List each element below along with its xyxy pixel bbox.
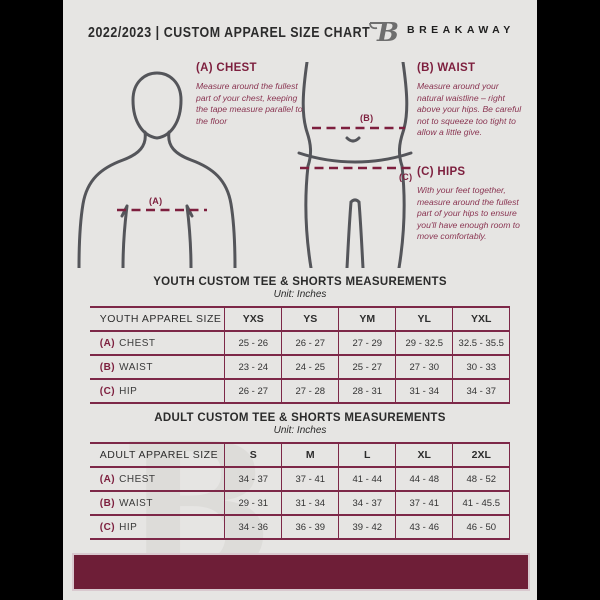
youth-table-title: YOUTH CUSTOM TEE & SHORTS MEASUREMENTS xyxy=(153,276,447,288)
value-cell: 27 - 30 xyxy=(395,354,453,380)
hips-instructions: (C) HIPS With your feet together, measur… xyxy=(417,166,529,243)
svg-text:B: B xyxy=(376,18,399,46)
adult-table-section: ADULT CUSTOM TEE & SHORTS MEASUREMENTS U… xyxy=(63,412,537,540)
adult-table-title: ADULT CUSTOM TEE & SHORTS MEASUREMENTS xyxy=(154,412,446,424)
size-table-label: ADULT APPAREL SIZE xyxy=(89,442,225,468)
youth-table-unit: Unit: Inches xyxy=(273,289,327,300)
value-cell: 34 - 36 xyxy=(224,514,282,540)
torso-figure xyxy=(77,71,237,268)
value-cell: 43 - 46 xyxy=(395,514,453,540)
size-col-header: M xyxy=(281,442,339,468)
waist-instructions: (B) WAIST Measure around your natural wa… xyxy=(417,62,525,139)
lower-body-figure xyxy=(297,62,413,268)
size-col-header: YXL xyxy=(452,306,511,332)
size-chart-document: 2022/2023 | CUSTOM APPAREL SIZE CHART B … xyxy=(63,0,537,600)
chest-line-label: (A) xyxy=(149,196,163,206)
waist-body: Measure around your natural waistline – … xyxy=(417,81,522,138)
value-cell: 29 - 31 xyxy=(224,490,282,516)
value-cell: 34 - 37 xyxy=(224,466,282,492)
breakaway-b-logo-icon: B xyxy=(369,18,399,46)
table-row: (A) CHEST 34 - 37 37 - 41 41 - 44 44 - 48… xyxy=(89,466,511,492)
row-label: (A) CHEST xyxy=(89,466,225,492)
size-col-header: L xyxy=(338,442,396,468)
value-cell: 36 - 39 xyxy=(281,514,339,540)
brand-wordmark: BREAKAWAY xyxy=(407,24,515,36)
size-col-header: XL xyxy=(395,442,453,468)
hips-body: With your feet together, measure around … xyxy=(417,185,520,242)
youth-table-section: YOUTH CUSTOM TEE & SHORTS MEASUREMENTS U… xyxy=(63,276,537,404)
waist-line-label: (B) xyxy=(360,113,374,123)
table-row: (A) CHEST 25 - 26 26 - 27 27 - 29 29 - 32… xyxy=(89,330,511,356)
adult-table-unit: Unit: Inches xyxy=(273,425,327,436)
row-label: (B) WAIST xyxy=(89,490,225,516)
size-col-header: YXS xyxy=(224,306,282,332)
value-cell: 26 - 27 xyxy=(281,330,339,356)
chest-heading: (A) CHEST xyxy=(196,62,257,74)
size-col-header: 2XL xyxy=(452,442,511,468)
value-cell: 29 - 32.5 xyxy=(395,330,453,356)
row-label: (A) CHEST xyxy=(89,330,225,356)
value-cell: 26 - 27 xyxy=(224,378,282,404)
chest-body: Measure around the fullest part of your … xyxy=(196,81,303,126)
size-col-header: S xyxy=(224,442,282,468)
value-cell: 23 - 24 xyxy=(224,354,282,380)
hips-line-label: (C) xyxy=(399,172,413,182)
value-cell: 30 - 33 xyxy=(452,354,511,380)
row-label: (C) HIP xyxy=(89,514,225,540)
value-cell: 31 - 34 xyxy=(281,490,339,516)
chest-instructions: (A) CHEST Measure around the fullest par… xyxy=(196,62,310,127)
size-col-header: YL xyxy=(395,306,453,332)
youth-size-table: YOUTH APPAREL SIZE YXS YS YM YL YXL (A) C… xyxy=(89,306,511,404)
value-cell: 46 - 50 xyxy=(452,514,511,540)
size-col-header: YM xyxy=(338,306,396,332)
value-cell: 32.5 - 35.5 xyxy=(452,330,511,356)
size-col-header: YS xyxy=(281,306,339,332)
value-cell: 28 - 31 xyxy=(338,378,396,404)
table-row: (B) WAIST 29 - 31 31 - 34 34 - 37 37 - 41… xyxy=(89,490,511,516)
table-header-row: YOUTH APPAREL SIZE YXS YS YM YL YXL xyxy=(89,306,511,332)
hips-heading: (C) HIPS xyxy=(417,166,466,178)
value-cell: 44 - 48 xyxy=(395,466,453,492)
table-row: (B) WAIST 23 - 24 24 - 25 25 - 27 27 - 30… xyxy=(89,354,511,380)
brand: B BREAKAWAY xyxy=(369,14,515,46)
value-cell: 27 - 28 xyxy=(281,378,339,404)
adult-size-table: ADULT APPAREL SIZE S M L XL 2XL (A) CHEST… xyxy=(89,442,511,540)
size-table-label: YOUTH APPAREL SIZE xyxy=(89,306,225,332)
value-cell: 25 - 26 xyxy=(224,330,282,356)
value-cell: 41 - 44 xyxy=(338,466,396,492)
waist-heading: (B) WAIST xyxy=(417,62,476,74)
value-cell: 37 - 41 xyxy=(395,490,453,516)
footer-bar xyxy=(72,553,530,591)
value-cell: 48 - 52 xyxy=(452,466,511,492)
value-cell: 34 - 37 xyxy=(338,490,396,516)
page-title: 2022/2023 | CUSTOM APPAREL SIZE CHART xyxy=(88,24,371,41)
value-cell: 34 - 37 xyxy=(452,378,511,404)
value-cell: 41 - 45.5 xyxy=(452,490,511,516)
value-cell: 24 - 25 xyxy=(281,354,339,380)
table-row: (C) HIP 26 - 27 27 - 28 28 - 31 31 - 34 3… xyxy=(89,378,511,404)
row-label: (C) HIP xyxy=(89,378,225,404)
value-cell: 39 - 42 xyxy=(338,514,396,540)
row-label: (B) WAIST xyxy=(89,354,225,380)
table-row: (C) HIP 34 - 36 36 - 39 39 - 42 43 - 46 4… xyxy=(89,514,511,540)
value-cell: 31 - 34 xyxy=(395,378,453,404)
value-cell: 27 - 29 xyxy=(338,330,396,356)
value-cell: 37 - 41 xyxy=(281,466,339,492)
value-cell: 25 - 27 xyxy=(338,354,396,380)
table-header-row: ADULT APPAREL SIZE S M L XL 2XL xyxy=(89,442,511,468)
